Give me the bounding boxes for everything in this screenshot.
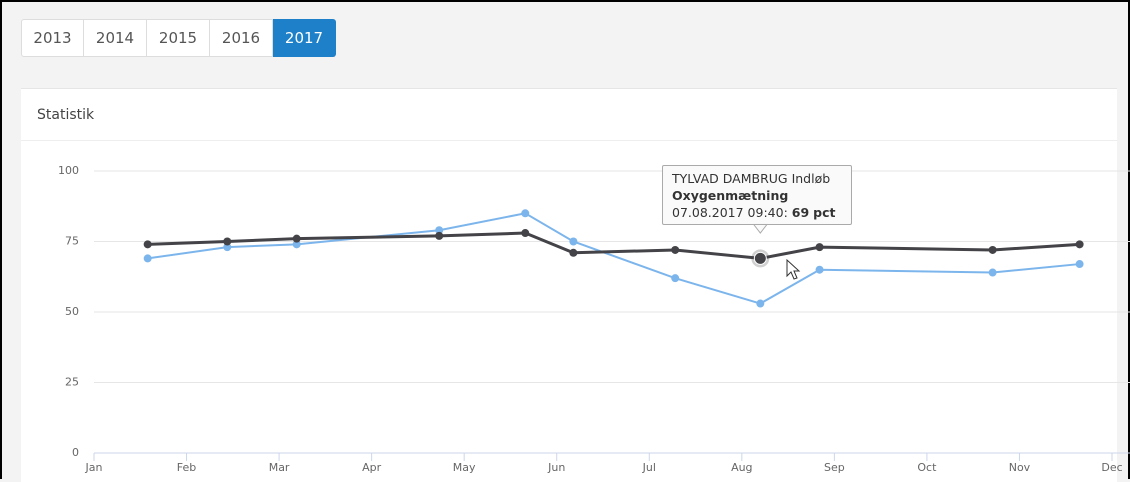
- year-tab[interactable]: 2013: [21, 19, 84, 57]
- tooltip-pointer: [752, 223, 769, 234]
- point: [815, 265, 824, 274]
- year-tab[interactable]: 2014: [84, 19, 147, 57]
- tooltip-date: 07.08.2017 09:40:: [672, 205, 788, 220]
- point: [292, 234, 301, 243]
- point: [435, 226, 444, 235]
- point: [815, 243, 824, 252]
- x-tick-label: Dec: [1101, 461, 1122, 474]
- point: [671, 274, 680, 283]
- tooltip: TYLVAD DAMBRUG Indløb Oxygenmætning 07.0…: [662, 165, 852, 225]
- y-tick-label: 50: [65, 305, 79, 318]
- x-tick-label: Mar: [269, 461, 290, 474]
- tooltip-unit: pct: [813, 205, 836, 220]
- series-line: [147, 212, 1080, 305]
- y-tick-label: 25: [65, 376, 79, 389]
- series-line: [147, 231, 1080, 260]
- mouse-cursor: [786, 258, 801, 280]
- point: [569, 237, 578, 246]
- card-title: Statistik: [37, 107, 95, 123]
- x-tick-label: Nov: [1009, 461, 1031, 474]
- x-tick-label: Oct: [917, 461, 937, 474]
- point: [223, 237, 232, 246]
- x-tick-label: Apr: [362, 461, 382, 474]
- point: [521, 229, 530, 238]
- point: [988, 268, 997, 277]
- point: [988, 245, 997, 254]
- divider: [21, 140, 1117, 141]
- y-tick-label: 100: [58, 164, 79, 177]
- point: [1075, 240, 1084, 249]
- tooltip-station: TYLVAD DAMBRUG Indløb: [672, 171, 831, 186]
- point: [143, 240, 152, 249]
- point: [753, 251, 767, 265]
- statistics-card: Statistik: [21, 88, 1117, 482]
- year-tab[interactable]: 2016: [210, 19, 273, 57]
- x-tick-label: Jul: [642, 461, 656, 474]
- x-tick-label: Sep: [824, 461, 845, 474]
- point: [143, 254, 152, 263]
- point: [671, 245, 680, 254]
- year-tab[interactable]: 2015: [147, 19, 210, 57]
- tooltip-value: 69: [791, 205, 810, 220]
- point: [1075, 260, 1084, 269]
- tooltip-measure: Oxygenmætning: [672, 188, 789, 203]
- year-tabs: 2013 2014 2015 2016 2017: [21, 19, 336, 57]
- point: [223, 243, 232, 252]
- x-tick-label: Feb: [177, 461, 196, 474]
- point: [521, 209, 530, 218]
- point: [569, 248, 578, 257]
- x-tick-label: Aug: [731, 461, 752, 474]
- point: [435, 231, 444, 240]
- x-tick-label: Jun: [547, 461, 565, 474]
- y-tick-label: 0: [72, 446, 79, 459]
- x-tick-label: May: [453, 461, 476, 474]
- point: [292, 240, 301, 249]
- year-tab[interactable]: 2017: [273, 19, 336, 57]
- y-tick-label: 75: [65, 235, 79, 248]
- point: [756, 299, 765, 308]
- x-tick-label: Jan: [85, 461, 103, 474]
